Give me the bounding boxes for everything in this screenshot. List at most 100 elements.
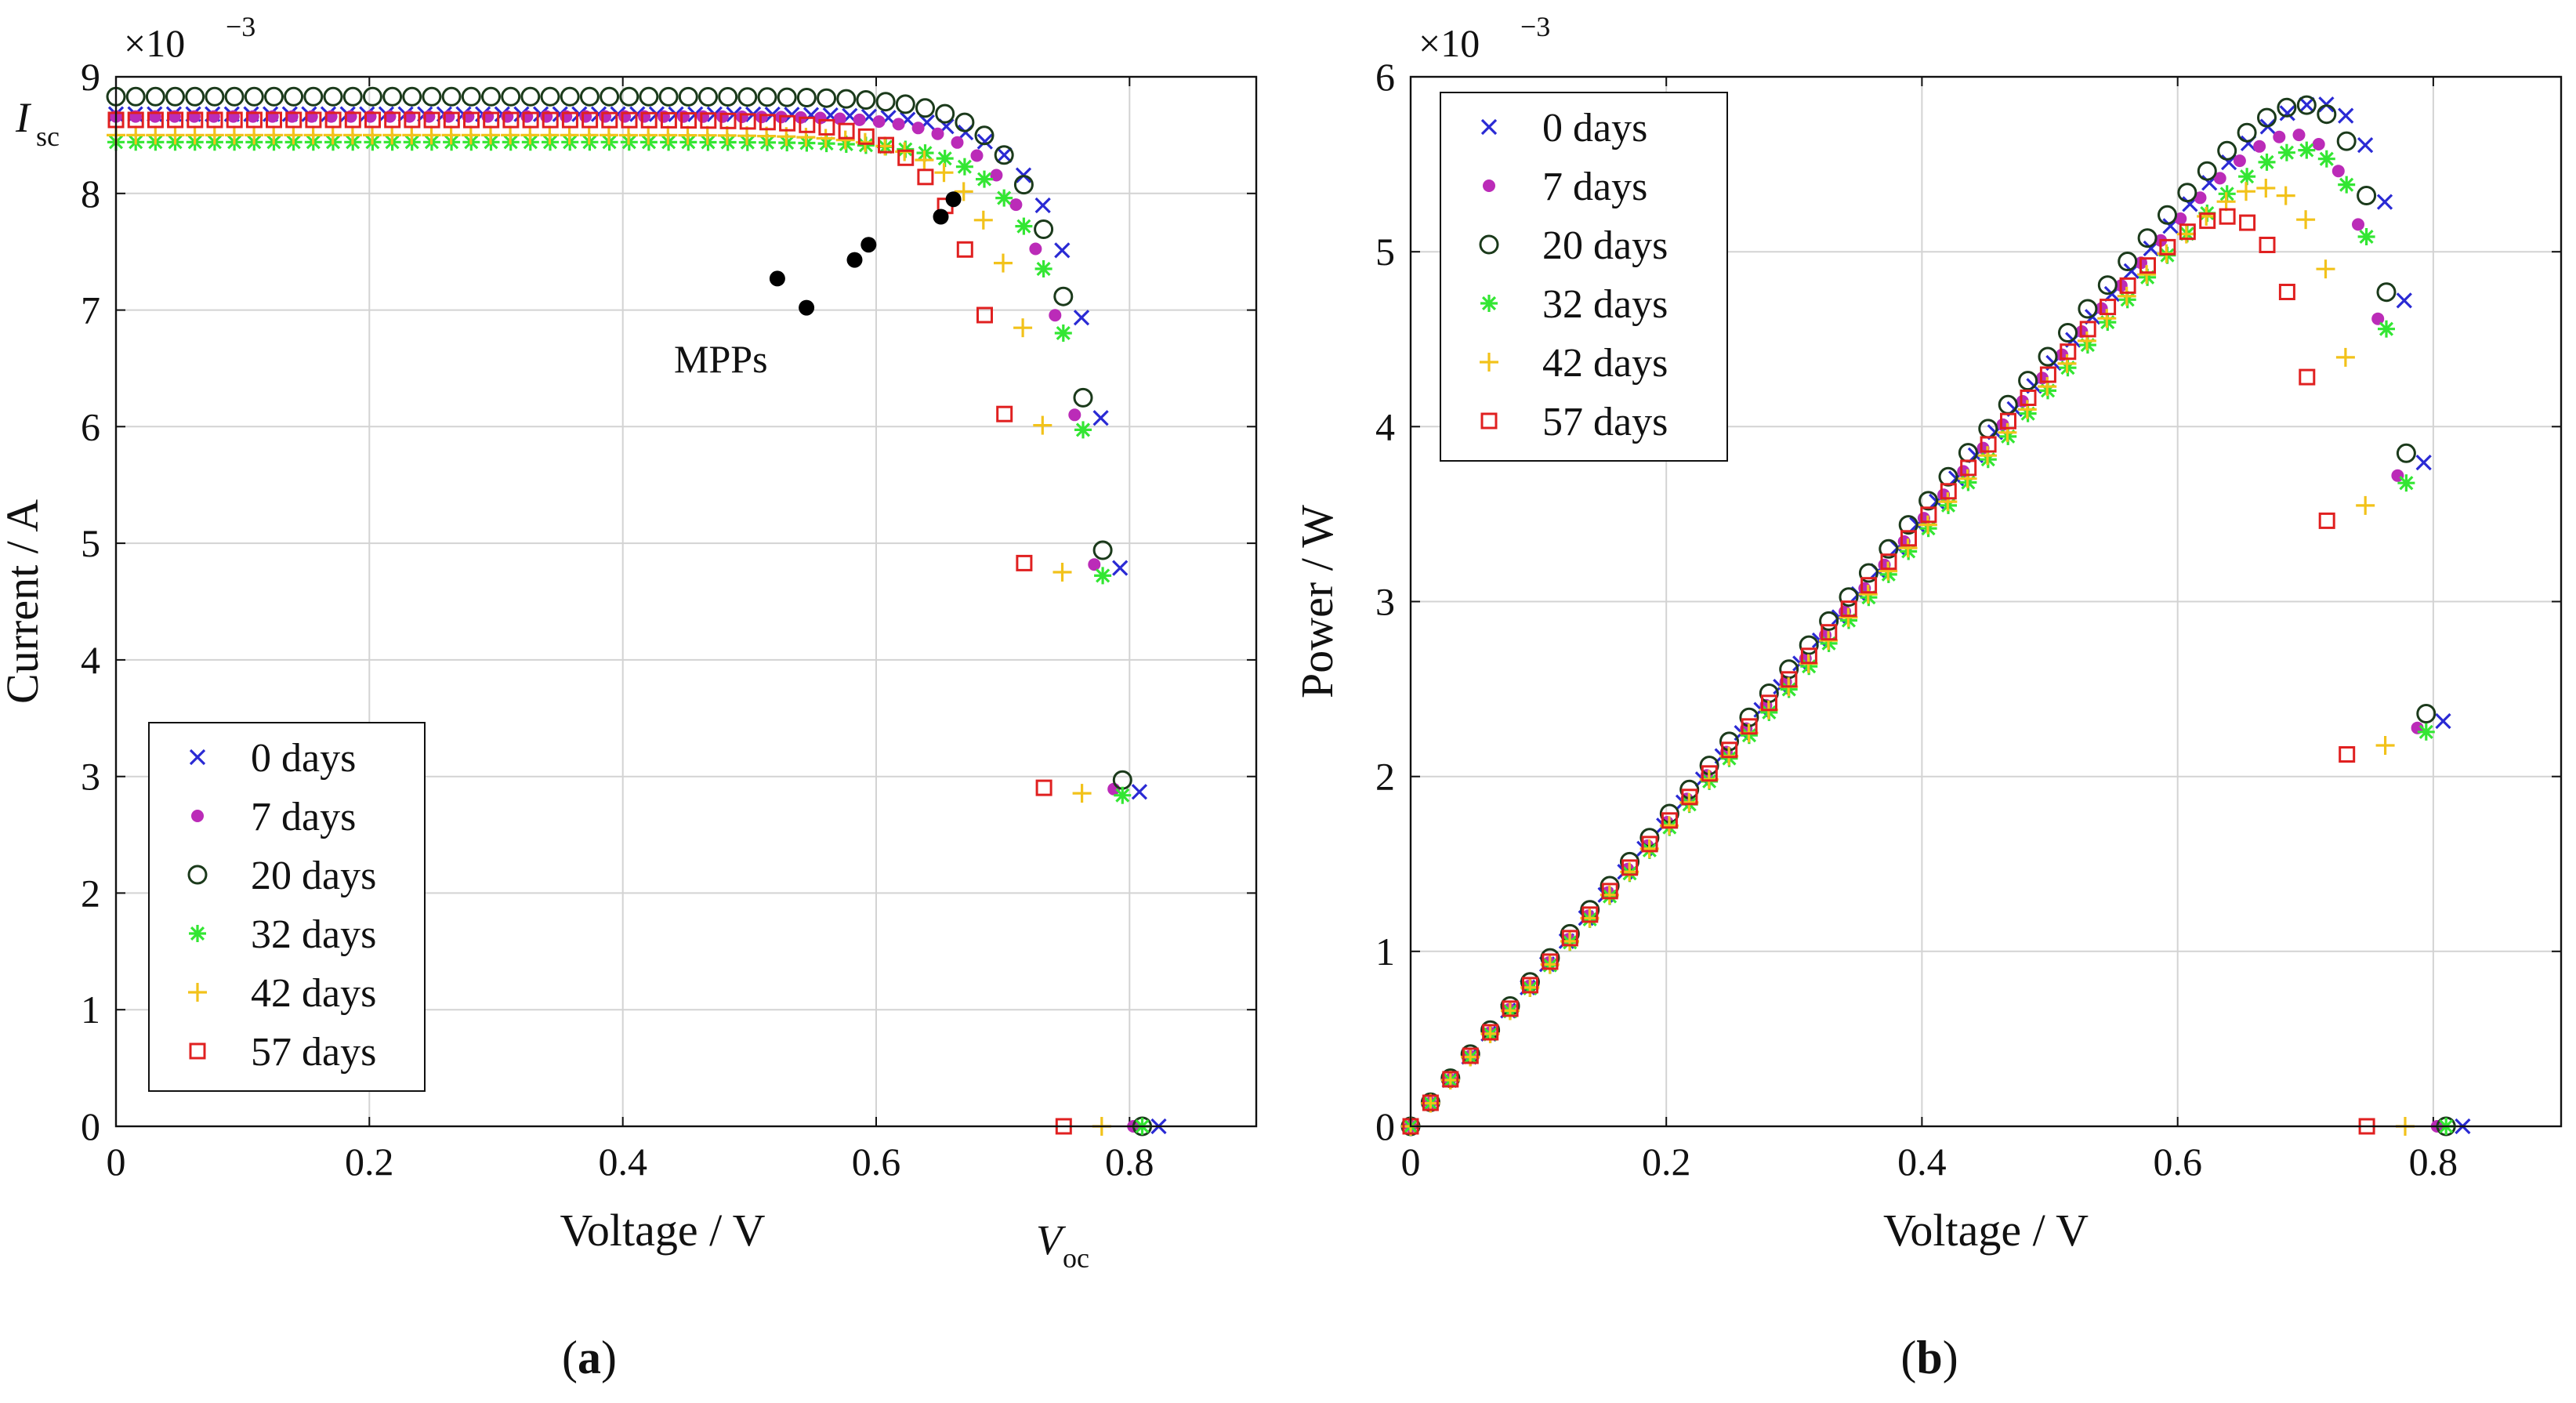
marker-dot [853,113,866,126]
data-point [2219,208,2236,225]
marker-stroke [1073,310,1090,326]
marker-square [443,111,460,129]
marker-square [917,169,934,186]
chart-panel-a: 0 0.2 0.4 0.6 0.8 0 1 2 3 4 5 6 7 8 9 ×10 −3 Voltage / V C… [0,11,1256,1274]
marker-square [127,111,144,129]
legend-label: 32 days [1542,282,1668,327]
marker-stroke [2319,151,2334,166]
legend-label: 57 days [1542,400,1668,444]
data-point [461,86,481,107]
legend-label: 0 days [1542,106,1647,150]
marker-ring [2396,443,2416,463]
marker-square [1860,577,1878,594]
data-point [915,150,934,170]
data-point [2239,214,2256,231]
data-point [1858,563,1879,583]
y-tick-label: 5 [1375,230,1395,274]
data-point [2174,212,2187,225]
marker-ring [2158,205,2177,225]
data-point [1858,585,1878,604]
marker-ring [678,86,698,107]
marker-dot [892,118,905,131]
marker-ring [1819,611,1839,631]
data-point [872,115,886,129]
data-point [2137,265,2157,285]
data-point [1839,607,1858,627]
data-point [2318,96,2335,113]
marker-ring [698,87,718,107]
data-point [1601,883,1618,900]
data-point [2058,323,2078,343]
legend-marker [1480,295,1498,312]
legend-marker [187,865,208,885]
data-point [1542,953,1559,970]
marker-square [1840,600,1857,618]
marker-stroke [190,926,205,941]
data-point [1800,647,1817,665]
marker-ring [2097,275,2118,295]
mpp-point [933,208,949,225]
marker-dot [1009,198,1023,212]
data-point [1034,219,1054,239]
data-point [165,125,185,145]
y-tick-label: 1 [81,988,100,1031]
marker-ring [1799,635,1819,655]
data-point [2356,495,2375,515]
marker-ring [737,87,758,107]
data-point [224,125,244,145]
data-point [955,158,973,176]
data-point [777,87,797,107]
marker-square [1701,765,1718,782]
data-point [1879,561,1898,581]
marker-square [2339,746,2356,763]
data-point [284,125,303,145]
marker-dot [2233,154,2246,168]
data-point [2338,107,2354,124]
data-point [483,111,500,129]
marker-square [1621,859,1639,876]
marker-stroke [2299,96,2315,113]
data-point [856,90,876,110]
data-point [718,87,738,107]
marker-square [601,111,618,129]
data-point [185,86,205,107]
data-point [1799,635,1819,655]
data-point [145,86,165,107]
marker-stroke [997,190,1012,205]
marker-ring [1918,491,1939,511]
marker-ring [1073,387,1093,408]
marker-ring [796,88,817,107]
x-tick-label: 0.2 [345,1140,394,1184]
marker-ring [757,87,777,107]
marker-stroke [2396,292,2412,309]
y-tick-label: 1 [1375,930,1395,973]
data-point [1092,540,1113,560]
data-point [917,169,934,186]
y-tick-label: 4 [1375,404,1395,448]
x-tick-label: 0.6 [2153,1140,2202,1184]
marker-stroke [996,147,1013,163]
marker-square [1016,554,1033,571]
marker-ring [1879,538,1899,559]
data-point [660,111,677,129]
marker-ring [382,86,403,107]
data-point [127,111,144,129]
marker-square [2079,321,2096,338]
data-point [2371,312,2385,325]
marker-square [640,111,658,129]
marker-ring [165,86,185,107]
data-point [994,145,1014,165]
data-point [540,125,560,145]
data-point [1641,836,1658,853]
marker-dot [735,111,748,123]
data-point [599,125,618,145]
exponent-power: −3 [226,11,255,42]
marker-dot [677,110,690,123]
data-point [1781,671,1798,688]
data-point [2317,150,2335,168]
data-point [1442,1071,1459,1088]
data-point [245,111,263,129]
marker-ring [817,88,837,108]
marker-ring [2237,122,2257,143]
marker-dot [1068,408,1081,422]
